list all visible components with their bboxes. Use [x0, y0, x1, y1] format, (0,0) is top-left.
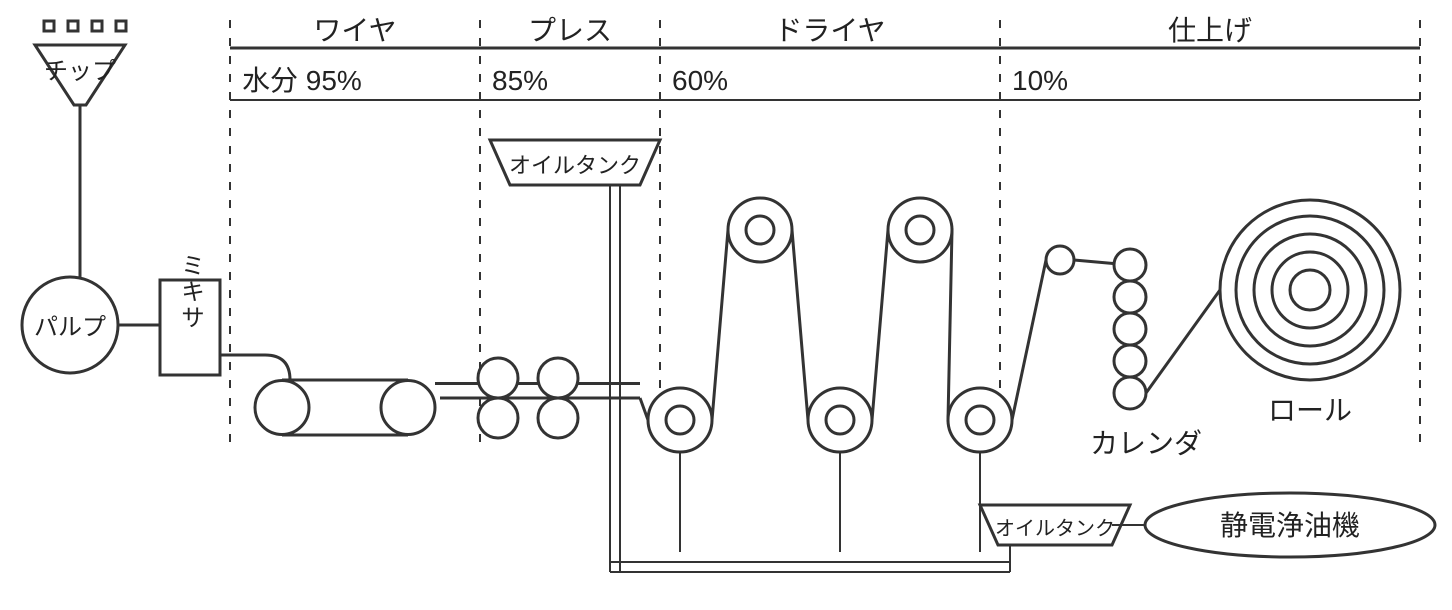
stage-label: ワイヤ	[313, 15, 396, 46]
moisture-label: 60%	[672, 65, 728, 96]
mixer-label: ミキサ	[177, 253, 204, 331]
moisture-label: 水分 95%	[242, 65, 362, 96]
stage-label: ドライヤ	[774, 15, 885, 46]
oil-tank-1-label: オイルタンク	[509, 153, 641, 178]
moisture-label: 10%	[1012, 65, 1068, 96]
moisture-label: 85%	[492, 65, 548, 96]
stage-label: 仕上げ	[1168, 15, 1252, 46]
oil-tank-2-label: オイルタンク	[995, 517, 1115, 540]
oil-purifier-label: 静電浄油機	[1220, 510, 1360, 541]
chip-label: チップ	[44, 58, 116, 85]
roll-label: ロール	[1268, 395, 1352, 426]
pulp-label: パルプ	[34, 314, 106, 341]
calendar-label: カレンダ	[1090, 428, 1202, 459]
papermaking-process-diagram: ワイヤ水分 95%プレス85%ドライヤ60%仕上げ10%チップパルプミキサオイル…	[0, 0, 1452, 610]
stage-label: プレス	[528, 15, 612, 46]
